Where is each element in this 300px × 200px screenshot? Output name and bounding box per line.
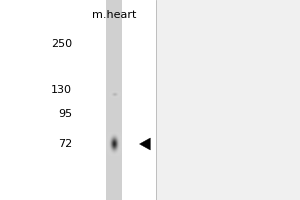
Bar <box>106 0 122 200</box>
Text: 130: 130 <box>51 85 72 95</box>
Polygon shape <box>140 138 150 150</box>
Text: 250: 250 <box>51 39 72 49</box>
Text: 95: 95 <box>58 109 72 119</box>
Bar <box>156 0 300 200</box>
Text: 72: 72 <box>58 139 72 149</box>
Text: m.heart: m.heart <box>92 10 136 20</box>
